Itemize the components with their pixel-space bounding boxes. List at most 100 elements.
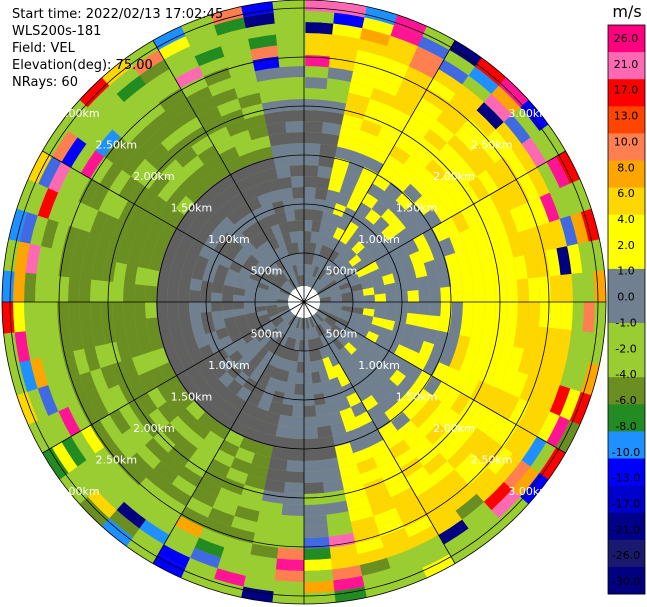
range-gate bbox=[108, 194, 129, 220]
range-gate bbox=[399, 255, 414, 271]
range-gate bbox=[189, 277, 203, 292]
range-gate bbox=[157, 180, 179, 203]
range-gate bbox=[410, 475, 437, 498]
range-gate bbox=[410, 146, 434, 169]
range-gate bbox=[386, 106, 412, 127]
range-gate bbox=[226, 224, 243, 240]
range-gate bbox=[261, 421, 278, 436]
range-gate bbox=[167, 314, 181, 331]
range-gate bbox=[340, 261, 353, 274]
range-gate bbox=[330, 294, 342, 300]
range-gate bbox=[524, 252, 539, 280]
range-gate bbox=[489, 215, 508, 241]
range-gate bbox=[25, 242, 42, 274]
range-gate bbox=[293, 339, 300, 351]
range-gate bbox=[310, 231, 320, 244]
range-gate bbox=[79, 76, 111, 108]
range-gate bbox=[409, 436, 433, 458]
range-gate bbox=[112, 109, 140, 137]
range-gate bbox=[344, 249, 357, 263]
range-ring-label: 2.50km bbox=[96, 454, 138, 467]
range-gate bbox=[330, 304, 342, 311]
range-gate bbox=[275, 259, 286, 272]
range-gate bbox=[409, 408, 431, 429]
range-gate bbox=[429, 302, 442, 317]
range-gate bbox=[582, 271, 596, 304]
range-gate bbox=[217, 98, 243, 117]
range-gate bbox=[324, 500, 349, 515]
range-gate bbox=[215, 326, 230, 340]
range-gate bbox=[437, 316, 452, 334]
range-gate bbox=[197, 411, 217, 431]
range-gate bbox=[38, 155, 63, 189]
range-gate bbox=[320, 380, 333, 394]
range-gate bbox=[90, 209, 109, 236]
range-gate bbox=[251, 341, 264, 355]
range-gate bbox=[432, 381, 452, 403]
range-gate bbox=[449, 93, 478, 120]
range-gate bbox=[183, 456, 208, 478]
range-gate bbox=[313, 198, 327, 212]
range-gate bbox=[334, 273, 347, 284]
range-gate bbox=[246, 196, 263, 212]
range-gate bbox=[346, 161, 365, 178]
colorbar-tick-label: -21.0 bbox=[612, 523, 640, 536]
range-gate bbox=[382, 537, 414, 559]
range-gate bbox=[184, 202, 203, 222]
range-gate bbox=[449, 392, 471, 416]
range-gate bbox=[166, 301, 179, 317]
range-gate bbox=[204, 154, 226, 174]
range-gate bbox=[446, 166, 469, 190]
range-gate bbox=[179, 505, 208, 528]
range-gate bbox=[451, 302, 463, 320]
range-gate bbox=[298, 275, 303, 287]
range-ring-label: 3.00km bbox=[58, 107, 100, 120]
range-gate bbox=[168, 137, 192, 160]
range-gate bbox=[333, 350, 346, 364]
range-gate bbox=[341, 291, 353, 299]
range-gate bbox=[383, 403, 403, 423]
range-gate bbox=[287, 220, 297, 233]
range-gate bbox=[71, 142, 97, 173]
range-gate bbox=[273, 569, 304, 582]
range-gate bbox=[268, 189, 283, 204]
azimuth-line bbox=[303, 150, 566, 303]
range-gate bbox=[313, 280, 323, 291]
range-gate bbox=[390, 487, 417, 508]
range-gate bbox=[334, 321, 347, 331]
range-gate bbox=[273, 10, 306, 24]
range-gate bbox=[116, 241, 133, 265]
range-gate bbox=[327, 67, 355, 83]
range-gate bbox=[337, 135, 358, 151]
range-gate bbox=[189, 289, 201, 302]
range-gate bbox=[29, 356, 49, 389]
range-gate bbox=[222, 309, 235, 319]
range-gate bbox=[397, 210, 416, 229]
range-gate bbox=[539, 192, 561, 224]
range-gate bbox=[223, 183, 242, 201]
range-gate bbox=[229, 192, 247, 209]
range-gate bbox=[289, 427, 304, 440]
range-gate bbox=[334, 442, 354, 458]
range-gate bbox=[351, 241, 366, 255]
range-gate bbox=[593, 302, 606, 336]
range-gate bbox=[58, 249, 74, 278]
range-gate bbox=[279, 65, 306, 79]
range-gate bbox=[354, 411, 373, 428]
range-ring-label: 1.00km bbox=[208, 359, 250, 372]
range-gate bbox=[352, 332, 366, 344]
range-gate bbox=[48, 160, 72, 193]
range-gate bbox=[242, 575, 275, 592]
range-gate bbox=[454, 493, 484, 521]
range-gate bbox=[261, 320, 274, 331]
range-gate bbox=[372, 173, 392, 192]
range-gate bbox=[528, 351, 546, 380]
range-gate bbox=[47, 326, 63, 356]
range-gate bbox=[339, 182, 356, 198]
range-gate bbox=[127, 245, 143, 267]
range-gate bbox=[89, 367, 109, 394]
range-gate bbox=[255, 305, 267, 313]
range-gate bbox=[113, 143, 138, 170]
range-gate bbox=[83, 345, 101, 372]
range-gate bbox=[244, 295, 256, 302]
